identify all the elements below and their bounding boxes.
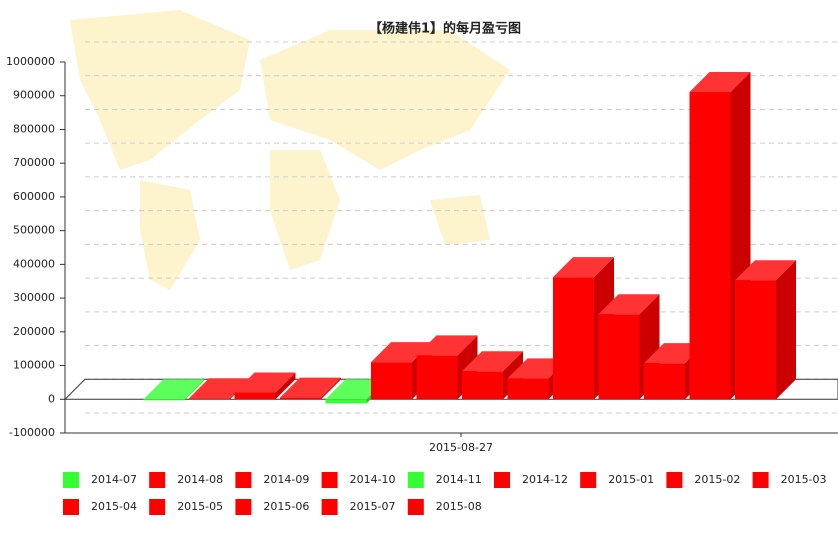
legend-label: 2015-03 <box>781 473 827 486</box>
bar-top <box>416 335 478 356</box>
y-tick-label: 400000 <box>13 257 55 270</box>
legend-swatch <box>235 499 252 515</box>
legend-label: 2014-11 <box>436 473 482 486</box>
legend-label: 2015-07 <box>350 500 396 513</box>
bar <box>280 397 321 400</box>
bar-side <box>321 377 341 400</box>
y-tick-label: 500000 <box>13 224 55 237</box>
y-tick-label: -100000 <box>9 426 55 439</box>
legend-label: 2014-07 <box>91 473 137 486</box>
bar <box>325 399 367 404</box>
legend-label: 2014-08 <box>177 473 223 486</box>
y-tick-label: 1000000 <box>6 55 55 68</box>
y-tick-label: 200000 <box>13 325 55 338</box>
bar <box>143 399 185 401</box>
x-tick-label: 2015-08-27 <box>429 441 493 454</box>
legend-swatch <box>407 499 424 515</box>
bar-top <box>689 72 751 93</box>
legend-swatch <box>149 499 166 515</box>
bar <box>189 398 230 400</box>
legend-swatch <box>149 472 166 488</box>
legend-label: 2014-10 <box>350 473 396 486</box>
legend-swatch <box>63 499 79 515</box>
bar <box>507 378 549 400</box>
legend-swatch <box>752 472 769 488</box>
legend-swatch <box>321 499 338 515</box>
legend-label: 2015-01 <box>608 473 654 486</box>
y-tick-label: 600000 <box>13 190 55 203</box>
bar-side <box>184 379 205 401</box>
map-background <box>70 10 510 290</box>
legend-label: 2014-09 <box>263 473 309 486</box>
bar-top <box>735 260 796 281</box>
bar <box>553 277 594 400</box>
legend-label: 2015-02 <box>694 473 740 486</box>
bar-top <box>598 294 660 315</box>
bar <box>689 92 731 400</box>
bar-top <box>280 377 341 398</box>
y-tick-label: 900000 <box>13 89 55 102</box>
legend-swatch <box>666 472 683 488</box>
legend-swatch <box>235 472 252 488</box>
bar <box>644 363 685 400</box>
legend-label: 2015-08 <box>436 500 482 513</box>
bar <box>416 355 458 400</box>
bar-side <box>275 372 296 400</box>
bar <box>462 371 503 400</box>
y-tick-label: 700000 <box>13 156 55 169</box>
legend-swatch <box>63 472 79 488</box>
bar <box>598 314 640 400</box>
y-tick-label: 300000 <box>13 291 55 304</box>
y-tick-label: 0 <box>48 392 55 405</box>
y-tick-label: 100000 <box>13 359 55 372</box>
legend-swatch <box>407 472 424 488</box>
legend-swatch <box>580 472 597 488</box>
bar-top <box>234 372 296 393</box>
zero-plane <box>63 378 838 400</box>
bar-top <box>553 257 614 278</box>
legend-swatch <box>321 472 338 488</box>
legend-label: 2015-04 <box>91 500 137 513</box>
bar <box>735 280 776 400</box>
bar <box>234 392 276 400</box>
chart-title: 【杨建伟1】的每月盈亏图 <box>369 21 521 37</box>
legend-swatch <box>494 472 510 488</box>
bar-side <box>776 260 796 400</box>
legend-label: 2014-12 <box>522 473 568 486</box>
bar <box>371 362 412 400</box>
legend-label: 2015-05 <box>177 500 223 513</box>
bar-top <box>143 379 205 400</box>
legend-label: 2015-06 <box>263 500 309 513</box>
y-tick-label: 800000 <box>13 122 55 135</box>
bar-top <box>462 351 523 372</box>
